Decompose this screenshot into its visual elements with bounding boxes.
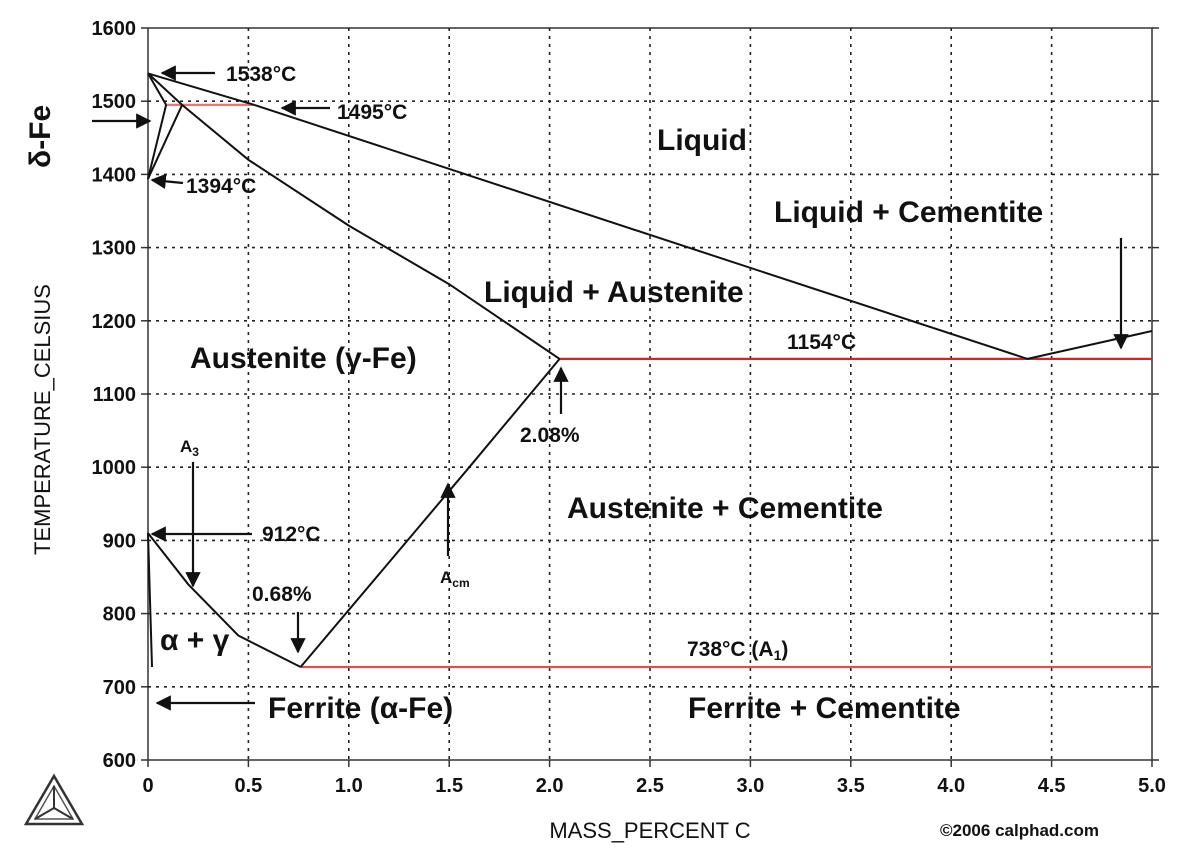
x-tick-label: 3.5 [837, 775, 865, 797]
region-liquid-austenite: Liquid + Austenite [484, 276, 744, 309]
y-tick-label: 1500 [92, 91, 137, 113]
region-ferrite-cementite: Ferrite + Cementite [688, 692, 961, 725]
calphad-triangle-logo [23, 773, 85, 826]
phase-boundary-austenite_solidus [181, 104, 561, 360]
phase-boundary-a3 [147, 532, 302, 668]
annotation-arrows [92, 65, 1129, 711]
label-738: 738°C (A1) [687, 638, 788, 663]
phase-boundary-delta_gamma_lower [147, 104, 184, 180]
x-tick-label: 1.0 [335, 775, 363, 797]
y-tick-label: 1100 [93, 384, 136, 406]
y-tick-label: 1600 [92, 18, 137, 40]
label-1495: 1495°C [337, 101, 407, 124]
y-tick-label: 1300 [92, 238, 137, 260]
delta-fe-label: δ-Fe [24, 105, 57, 168]
x-tick-label: 2.0 [536, 775, 564, 797]
region-austenite: Austenite (γ-Fe) [190, 342, 417, 375]
y-tick-label: 900 [103, 530, 136, 552]
x-tick-label: 5.0 [1138, 775, 1166, 797]
arrow-1394 [150, 173, 184, 189]
region-liquid: Liquid [657, 124, 747, 157]
label-1538: 1538°C [226, 63, 296, 86]
phase-boundary-acm [299, 358, 561, 668]
phase-boundary-delta_upper [147, 72, 183, 106]
copyright-text: ©2006 calphad.com [940, 821, 1099, 840]
isotherm-lines [166, 103, 1152, 669]
y-tick-label: 800 [103, 604, 136, 626]
x-axis-title: MASS_PERCENT C [549, 818, 750, 843]
y-tick-label: 1000 [92, 457, 137, 479]
label-acm: Acm [440, 568, 470, 590]
phase-boundary-liquidus [254, 103, 1153, 360]
label-208-percent: 2.08% [520, 424, 580, 447]
x-tick-label: 4.5 [1038, 775, 1066, 797]
x-axis-ticks: 0 0.5 1.0 1.5 2.0 2.5 3.0 3.5 4.0 4.5 5.0 [142, 760, 1166, 797]
y-tick-label: 1200 [92, 311, 137, 333]
phase-boundary-delta_solidus [147, 72, 167, 106]
x-tick-label: 1.5 [435, 775, 463, 797]
x-tick-label: 0 [142, 775, 153, 797]
y-axis-ticks: 600 700 800 900 1000 1100 1200 1300 1400 1500 1600 [92, 18, 1159, 772]
y-tick-label: 700 [103, 677, 136, 699]
label-a3: A3 [180, 437, 199, 459]
x-tick-label: 4.0 [937, 775, 965, 797]
region-austenite-cementite: Austenite + Cementite [567, 492, 883, 525]
phase-boundary-delta_gamma [147, 104, 168, 180]
label-912: 912°C [262, 523, 321, 546]
region-alpha-gamma: α + γ [160, 624, 230, 657]
label-1394: 1394°C [186, 175, 256, 198]
y-tick-label: 600 [103, 750, 136, 772]
phase-boundary-alpha_solvus [147, 533, 153, 668]
region-liquid-cementite: Liquid + Cementite [774, 196, 1043, 229]
phase-boundaries [147, 72, 1153, 668]
grid-lines [148, 28, 1152, 760]
x-tick-label: 2.5 [636, 775, 664, 797]
x-tick-label: 3.0 [736, 775, 764, 797]
x-tick-label: 0.5 [234, 775, 262, 797]
y-axis-title: TEMPERATURE_CELSIUS [30, 284, 55, 555]
label-068-percent: 0.68% [252, 583, 312, 606]
region-ferrite: Ferrite (α-Fe) [268, 692, 453, 725]
label-1154: 1154°C [787, 331, 856, 354]
y-tick-label: 1400 [92, 164, 137, 186]
